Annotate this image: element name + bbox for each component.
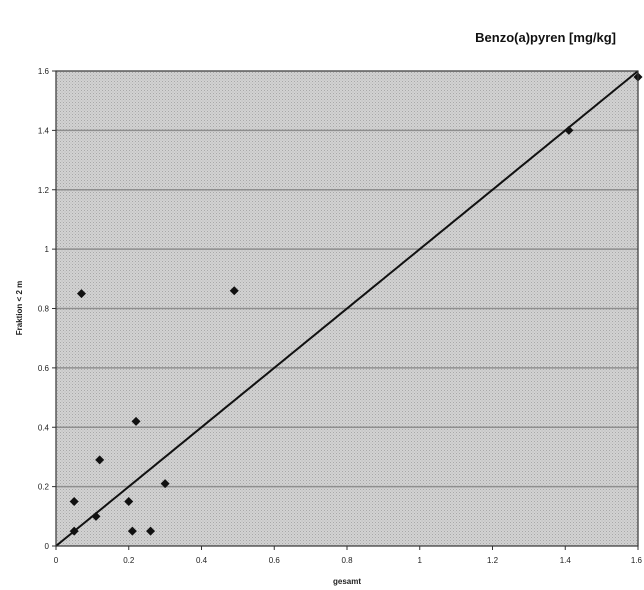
chart-title: Benzo(a)pyren [mg/kg] — [475, 30, 616, 45]
x-tick-label-7: 1.4 — [560, 556, 572, 565]
x-tick-label-6: 1.2 — [487, 556, 499, 565]
x-axis-label: gesamt — [333, 577, 361, 586]
x-tick-label-8: 1.6 — [631, 556, 643, 565]
data-point-8 — [146, 526, 156, 536]
data-point-4 — [95, 455, 105, 465]
y-tick-label-4: 0.8 — [38, 305, 50, 314]
y-tick-label-7: 1.4 — [38, 126, 50, 135]
y-tick-label-2: 0.4 — [38, 423, 50, 432]
y-tick-label-0: 0 — [45, 542, 50, 551]
plot-frame — [55, 70, 639, 547]
data-point-10 — [229, 286, 239, 296]
data-point-1 — [69, 496, 79, 506]
x-tick-label-4: 0.8 — [341, 556, 353, 565]
reference-line — [55, 70, 639, 547]
data-point-5 — [124, 496, 134, 506]
x-tick-label-0: 0 — [54, 556, 59, 565]
y-tick-label-6: 1.2 — [38, 186, 50, 195]
data-points — [69, 72, 643, 536]
x-tick-label-2: 0.4 — [196, 556, 208, 565]
data-point-7 — [131, 416, 141, 426]
gridlines — [56, 129, 638, 488]
data-point-11 — [564, 125, 574, 135]
x-axis: 0 0.2 0.4 0.6 0.8 1 1.2 1.4 1.6 — [54, 546, 643, 565]
y-tick-label-8: 1.6 — [38, 67, 50, 76]
data-point-9 — [160, 479, 170, 489]
x-tick-label-1: 0.2 — [123, 556, 135, 565]
data-point-0 — [69, 526, 79, 536]
y-tick-label-5: 1 — [45, 245, 50, 254]
y-tick-label-1: 0.2 — [38, 483, 50, 492]
data-point-6 — [127, 526, 137, 536]
y-tick-label-3: 0.6 — [38, 364, 50, 373]
x-tick-label-3: 0.6 — [269, 556, 281, 565]
data-point-3 — [91, 511, 101, 521]
x-tick-label-5: 1 — [418, 556, 423, 565]
y-axis-label: Fraktion < 2 m — [15, 281, 24, 335]
y-axis: 0 0.2 0.4 0.6 0.8 1 1.2 1.4 1.6 — [38, 67, 56, 551]
data-point-2 — [76, 289, 86, 299]
